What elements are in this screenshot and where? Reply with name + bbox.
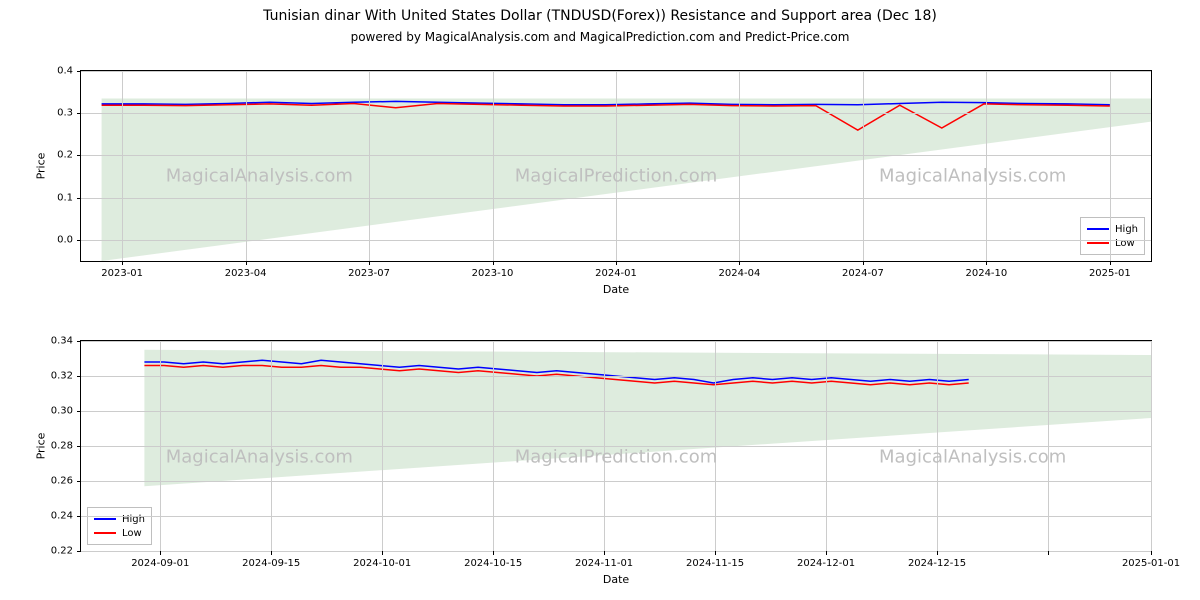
gridline-h	[81, 411, 1151, 412]
gridline-v	[1151, 341, 1152, 551]
legend-row-low: Low	[94, 526, 145, 540]
ytick-label: 0.24	[51, 511, 73, 522]
support-resistance-area-bottom	[144, 350, 1151, 487]
figure: Tunisian dinar With United States Dollar…	[0, 0, 1200, 600]
gridline-v	[937, 341, 938, 551]
legend-high-swatch	[94, 518, 116, 520]
gridline-v	[493, 341, 494, 551]
xtick-label: 2024-11-15	[686, 558, 744, 569]
ytick-label: 0.26	[51, 476, 73, 487]
ytick-label: 0.30	[51, 406, 73, 417]
gridline-v	[986, 71, 987, 261]
ytick-label: 0.2	[57, 150, 73, 161]
ytick-label: 0.3	[57, 108, 73, 119]
xlabel-top: Date	[603, 283, 629, 296]
xtick-label: 2024-12-01	[797, 558, 855, 569]
gridline-h	[81, 551, 1151, 552]
gridline-v	[493, 71, 494, 261]
legend-bottom: High Low	[87, 507, 152, 545]
xtick-label: 2024-10-15	[464, 558, 522, 569]
ytick-label: 0.4	[57, 66, 73, 77]
gridline-v	[271, 341, 272, 551]
legend-row-high: High	[1087, 222, 1138, 236]
legend-low-swatch	[1087, 242, 1109, 244]
figure-title: Tunisian dinar With United States Dollar…	[0, 8, 1200, 24]
ytick-label: 0.22	[51, 546, 73, 557]
gridline-v	[604, 341, 605, 551]
xlabel-bottom: Date	[603, 573, 629, 586]
xtick-label: 2024-07	[842, 268, 884, 279]
gridline-v	[826, 341, 827, 551]
xtick-label: 2024-09-15	[242, 558, 300, 569]
xtick-label: 2023-01	[101, 268, 143, 279]
legend-top: High Low	[1080, 217, 1145, 255]
xtick-label: 2024-10	[965, 268, 1007, 279]
xtick-label: 2024-10-01	[353, 558, 411, 569]
ytick-label: 0.28	[51, 441, 73, 452]
gridline-h	[81, 341, 1151, 342]
chart-panel-bottom: Price Date High Low 0.220.240.260.280.30…	[80, 340, 1152, 552]
gridline-h	[81, 446, 1151, 447]
legend-low-swatch	[94, 532, 116, 534]
ylabel-top: Price	[35, 153, 48, 180]
xtick-label: 2023-07	[348, 268, 390, 279]
gridline-v	[382, 341, 383, 551]
xtick-label: 2025-01-01	[1122, 558, 1180, 569]
legend-row-low: Low	[1087, 236, 1138, 250]
ytick-label: 0.34	[51, 336, 73, 347]
legend-low-label: Low	[122, 528, 142, 539]
xtick-label: 2024-12-15	[908, 558, 966, 569]
xtick-label: 2024-04	[719, 268, 761, 279]
gridline-v	[1110, 71, 1111, 261]
gridline-v	[246, 71, 247, 261]
gridline-v	[1048, 341, 1049, 551]
gridline-v	[122, 71, 123, 261]
legend-high-swatch	[1087, 228, 1109, 230]
gridline-h	[81, 481, 1151, 482]
ytick-label: 0.0	[57, 234, 73, 245]
gridline-v	[616, 71, 617, 261]
legend-row-high: High	[94, 512, 145, 526]
gridline-h	[81, 376, 1151, 377]
gridline-h	[81, 516, 1151, 517]
gridline-v	[715, 341, 716, 551]
gridline-v	[739, 71, 740, 261]
xtick-label: 2025-01	[1089, 268, 1131, 279]
xtick-label: 2023-04	[225, 268, 267, 279]
legend-high-label: High	[1115, 224, 1138, 235]
gridline-v	[160, 341, 161, 551]
ytick-label: 0.1	[57, 192, 73, 203]
gridline-v	[863, 71, 864, 261]
ylabel-bottom: Price	[35, 433, 48, 460]
ytick-label: 0.32	[51, 371, 73, 382]
xtick-label: 2024-11-01	[575, 558, 633, 569]
figure-subtitle: powered by MagicalAnalysis.com and Magic…	[0, 30, 1200, 44]
chart-panel-top: Price Date High Low 0.00.10.20.30.42023-…	[80, 70, 1152, 262]
xtick-label: 2024-01	[595, 268, 637, 279]
xtick-label: 2024-09-01	[131, 558, 189, 569]
xtick-label: 2023-10	[472, 268, 514, 279]
support-resistance-area-top	[102, 98, 1151, 261]
gridline-v	[369, 71, 370, 261]
